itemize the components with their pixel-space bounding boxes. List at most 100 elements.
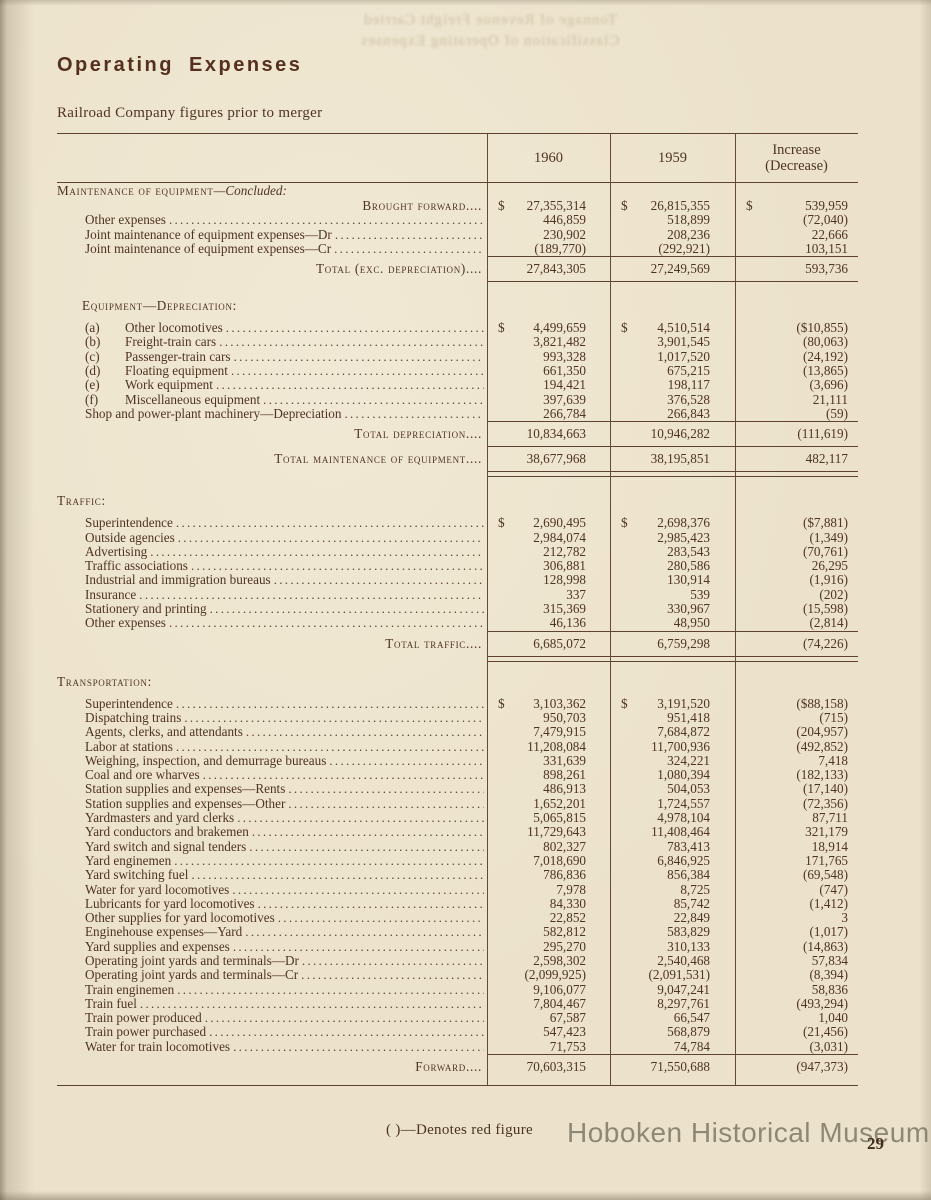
value-cell: 482,117 [735, 447, 858, 471]
value: 8,297,761 [657, 995, 710, 1011]
dollar-sign: $ [621, 198, 628, 213]
table-row: Yard switch and signal tenders 802,327 783… [57, 838, 858, 854]
value: (1,017) [809, 924, 848, 940]
table-row: Labor at stations 11,208,084 11,700,936 (49… [57, 738, 858, 754]
value-cell: 194,421 [487, 378, 610, 392]
row-label-cell: Station supplies and expenses—Rents [57, 782, 487, 797]
row-label-cell: Labor at stations [57, 739, 487, 754]
value-cell: 280,586 [610, 559, 735, 573]
value-cell [487, 298, 610, 314]
value-cell: 57,834 [735, 953, 858, 968]
value-cell: (947,373) [735, 1055, 858, 1079]
row-label-cell: Industrial and immigration bureaus [57, 573, 487, 588]
value-cell: ($88,158) [735, 695, 858, 711]
value: 38,677,968 [526, 451, 586, 467]
row-label-cell: Train power purchased [57, 1025, 487, 1040]
row-label-cell: Station supplies and expenses—Other [57, 796, 487, 811]
table-row: Yard enginemen 7,018,690 6,846,925 171,765 [57, 853, 858, 868]
value-cell: (715) [735, 710, 858, 725]
value: 675,215 [667, 363, 710, 379]
page-title: Operating Expenses [57, 54, 303, 76]
value-cell: 330,967 [610, 601, 735, 616]
value: 583,829 [667, 924, 710, 940]
dot-leader [139, 588, 484, 602]
value-cell [487, 493, 610, 509]
value: (69,548) [802, 867, 848, 883]
section-gap [57, 662, 858, 674]
item-label: Joint maintenance of equipment expenses—… [85, 240, 332, 256]
page-subtitle: Railroad Company figures prior to merger [57, 105, 323, 121]
item-label: Superintendence [85, 515, 173, 531]
value-cell: $4,510,514 [610, 320, 735, 335]
value-cell: $2,690,495 [487, 515, 610, 531]
value: 26,295 [811, 558, 848, 574]
section-title: Traffic: [57, 493, 106, 509]
value-cell: 84,330 [487, 896, 610, 911]
dollar-sign: $ [498, 515, 505, 531]
table-row: (e) Work equipment 194,421 198,117 (3,696) [57, 377, 858, 393]
item-label: Passenger-train cars [125, 348, 231, 364]
double-horizontal-rule [487, 471, 858, 478]
value: 198,117 [667, 377, 710, 393]
dot-leader [233, 940, 484, 954]
item-label: Yard switching fuel [85, 867, 189, 883]
value-cell: 310,133 [610, 939, 735, 954]
value-cell: (1,916) [735, 573, 858, 587]
red-figure-footnote: ( )—Denotes red figure [386, 1122, 533, 1138]
row-label-cell: Water for train locomotives [57, 1039, 487, 1054]
row-label-cell: Operating joint yards and terminals—Cr [57, 967, 487, 982]
dot-leader [150, 545, 484, 559]
total-row: Total maintenance of equipment.... 38,677… [57, 447, 858, 471]
value-cell: 504,053 [610, 782, 735, 796]
value: 2,690,495 [533, 515, 586, 531]
value: 568,879 [667, 1024, 710, 1040]
value-cell: 315,369 [487, 601, 610, 616]
value: (492,852) [796, 738, 848, 754]
value: (2,091,531) [648, 967, 710, 983]
value-cell: 1,724,557 [610, 796, 735, 811]
value: 331,639 [543, 752, 586, 768]
item-label: Insurance [85, 586, 137, 602]
value: 85,742 [673, 895, 710, 911]
value-cell: (292,921) [610, 240, 735, 256]
row-label-cell: Operating joint yards and terminals—Dr [57, 953, 487, 968]
value: 9,047,241 [657, 981, 710, 997]
museum-watermark: Hoboken Historical Museum [567, 1117, 930, 1148]
total-label: Brought forward.... [362, 198, 482, 213]
value-cell: 6,685,072 [487, 632, 610, 656]
value: 18,914 [811, 838, 848, 854]
value: 446,859 [543, 212, 586, 228]
value-cell: (3,031) [735, 1039, 858, 1054]
item-label: Weighing, inspection, and demurrage bure… [85, 752, 327, 768]
table-row: Other expenses 46,136 48,950 (2,814) [57, 616, 858, 631]
value-cell: 10,834,663 [487, 422, 610, 446]
value: 593,736 [805, 261, 848, 277]
table-row: Insurance 337 539 (202) [57, 586, 858, 602]
dot-leader [274, 573, 484, 587]
value-cell: 58,836 [735, 982, 858, 997]
row-label-cell: Superintendence [57, 515, 487, 531]
value: 3 [841, 910, 848, 926]
total-row: Forward.... 70,603,315 71,550,688 (947,373) [57, 1055, 858, 1079]
value: 4,978,104 [657, 810, 710, 826]
value: (292,921) [658, 240, 710, 256]
value: 266,843 [667, 405, 710, 421]
row-label-cell: Maintenance of equipment —Concluded: [57, 183, 487, 199]
dot-leader [216, 378, 484, 392]
value-cell: 856,384 [610, 868, 735, 882]
value: ($88,158) [796, 695, 848, 711]
table-row: (b) Freight-train cars 3,821,482 3,901,545 (… [57, 335, 858, 350]
item-label: Advertising [85, 543, 148, 559]
value: 6,759,298 [657, 635, 710, 651]
value-cell: 11,729,643 [487, 825, 610, 839]
value-cell: ($7,881) [735, 516, 858, 530]
value: 27,355,314 [526, 198, 586, 213]
value: (14,863) [802, 938, 848, 954]
value-cell: (8,394) [735, 968, 858, 982]
value-cell: 324,221 [610, 753, 735, 768]
value: (747) [819, 881, 848, 897]
value: 71,753 [549, 1038, 586, 1054]
value-cell: 266,843 [610, 405, 735, 421]
value-cell: (72,356) [735, 796, 858, 811]
row-label-cell: (e) Work equipment [57, 378, 487, 393]
